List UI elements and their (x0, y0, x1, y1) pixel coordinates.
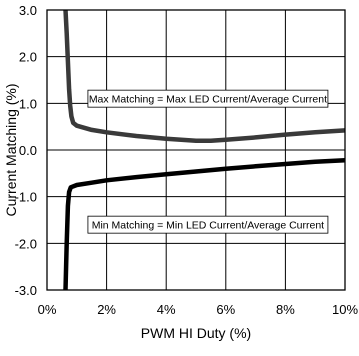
x-axis-label: PWM HI Duty (%) (141, 325, 251, 341)
y-axis-label: Current Matching (%) (3, 83, 19, 216)
x-tick-label: 0% (38, 302, 57, 317)
x-tick-label: 6% (216, 302, 235, 317)
series-line-0 (63, 9, 346, 143)
x-tick-label: 4% (157, 302, 176, 317)
annotation-label-0: Max Matching = Max LED Current/Average C… (89, 94, 327, 106)
x-tick-label: 10% (332, 302, 358, 317)
plot-frame (46, 9, 346, 291)
x-tick-label: 8% (276, 302, 295, 317)
series-lines (63, 9, 346, 291)
annotation-box-1 (87, 215, 329, 234)
annotation-box-0 (87, 89, 329, 108)
y-tick-label: -1.0 (15, 190, 37, 205)
x-tick-label: 2% (97, 302, 116, 317)
y-tick-label: 0.0 (19, 143, 37, 158)
annotation-label-1: Min Matching = Min LED Current/Average C… (92, 220, 324, 232)
y-tick-label: -2.0 (15, 236, 37, 251)
y-tick-labels: 3.0 2.0 1.0 0.0 -1.0 -2.0 -3.0 (15, 3, 37, 298)
annotations: Max Matching = Max LED Current/Average C… (87, 89, 329, 234)
y-tick-label: 1.0 (19, 96, 37, 111)
y-tick-label: -3.0 (15, 283, 37, 298)
y-tick-label: 2.0 (19, 50, 37, 65)
x-tick-labels: 0% 2% 4% 6% 8% 10% (38, 302, 359, 317)
y-tick-label: 3.0 (19, 3, 37, 18)
series-line-1 (63, 158, 346, 291)
